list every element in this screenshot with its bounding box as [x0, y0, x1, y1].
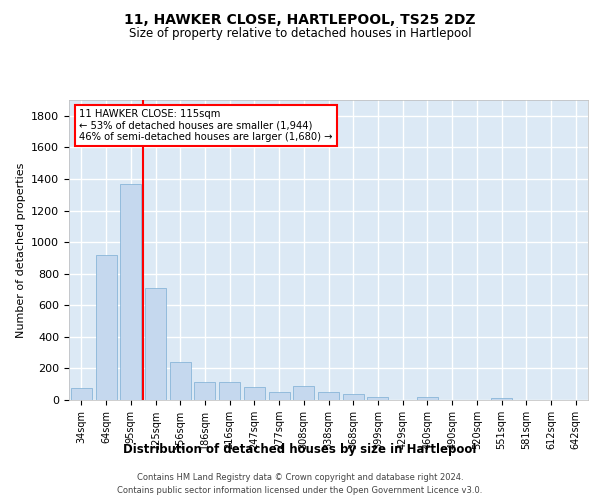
Bar — [71, 388, 92, 400]
Bar — [219, 382, 240, 400]
Bar — [293, 386, 314, 400]
Bar — [95, 254, 116, 400]
Bar — [491, 398, 512, 400]
Text: Contains HM Land Registry data © Crown copyright and database right 2024.: Contains HM Land Registry data © Crown c… — [137, 472, 463, 482]
Bar — [417, 397, 438, 400]
Bar — [367, 397, 388, 400]
Text: 11, HAWKER CLOSE, HARTLEPOOL, TS25 2DZ: 11, HAWKER CLOSE, HARTLEPOOL, TS25 2DZ — [124, 12, 476, 26]
Bar — [318, 392, 339, 400]
Bar — [269, 392, 290, 400]
Bar — [244, 388, 265, 400]
Bar — [120, 184, 141, 400]
Bar — [343, 394, 364, 400]
Bar — [145, 288, 166, 400]
Text: Size of property relative to detached houses in Hartlepool: Size of property relative to detached ho… — [128, 28, 472, 40]
Text: Contains public sector information licensed under the Open Government Licence v3: Contains public sector information licen… — [118, 486, 482, 495]
Text: Distribution of detached houses by size in Hartlepool: Distribution of detached houses by size … — [124, 442, 476, 456]
Y-axis label: Number of detached properties: Number of detached properties — [16, 162, 26, 338]
Text: 11 HAWKER CLOSE: 115sqm
← 53% of detached houses are smaller (1,944)
46% of semi: 11 HAWKER CLOSE: 115sqm ← 53% of detache… — [79, 109, 333, 142]
Bar — [194, 382, 215, 400]
Bar — [170, 362, 191, 400]
